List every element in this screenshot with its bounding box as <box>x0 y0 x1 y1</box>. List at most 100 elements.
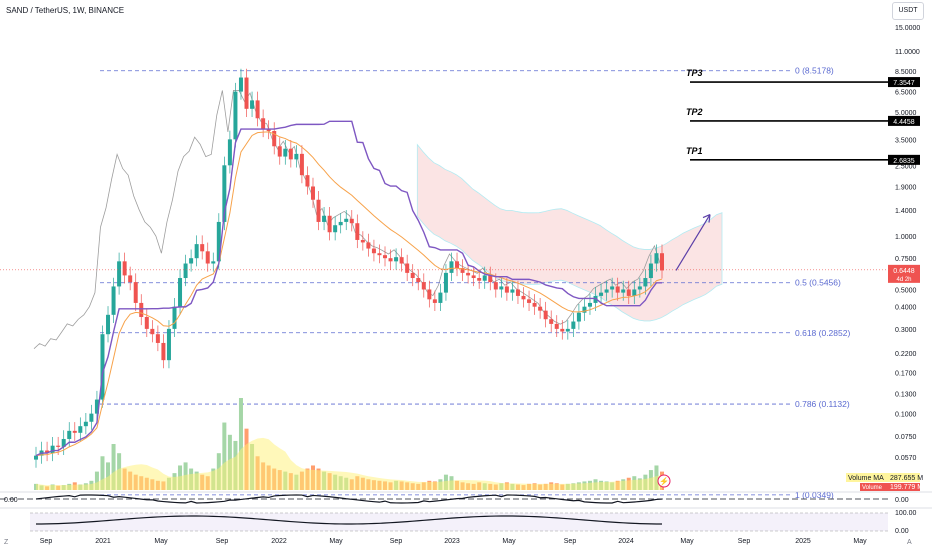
target-tag-bg <box>888 77 920 88</box>
candle-body <box>288 148 293 160</box>
candle-body <box>582 306 587 313</box>
candle-body <box>360 239 365 243</box>
fib-levels: 0 (8.5178) 0.5 (0.5456) 0.618 (0.2852) 0.78… <box>100 66 850 500</box>
candle-body <box>133 282 138 303</box>
candle-body <box>161 342 166 361</box>
x-tick-label: Sep <box>564 538 577 545</box>
target-tag: 7.3547 <box>893 80 915 87</box>
candle-body <box>637 286 642 290</box>
candle-body <box>477 278 482 281</box>
candle-body <box>499 286 504 290</box>
candle-body <box>571 321 576 329</box>
x-tick-label: May <box>502 538 516 545</box>
rsi-axis-label: 0.00 <box>895 528 909 535</box>
volume-bars <box>34 398 664 490</box>
y-tick-label: 5.0000 <box>895 110 917 117</box>
candle-body <box>455 261 460 269</box>
osc-axis-label: 0.00 <box>895 497 909 504</box>
x-tick-label: Sep <box>390 538 403 545</box>
candle-body <box>89 413 94 422</box>
candle-body <box>34 455 38 460</box>
candle-body <box>632 289 637 296</box>
candle-body <box>432 299 437 303</box>
candle-body <box>416 278 421 283</box>
x-tick-label: 2023 <box>444 538 460 545</box>
candle-body <box>222 165 227 222</box>
y-axis-labels: 15.0000 11.0000 8.5000 6.5000 5.0000 3.5000 2.… <box>895 25 920 462</box>
fib-label: 1 (0.0349) <box>795 490 834 500</box>
candle-body <box>233 91 238 140</box>
y-tick-label: 0.5000 <box>895 287 917 294</box>
candle-body <box>150 328 155 335</box>
volume-bar <box>238 398 243 490</box>
projection-arrowhead <box>702 214 711 223</box>
target-tag-bg <box>888 154 920 165</box>
volume-bar <box>100 456 105 490</box>
x-tick-label: 2022 <box>271 538 287 545</box>
candle-body <box>277 146 282 157</box>
y-tick-label: 11.0000 <box>895 49 920 56</box>
candle-body <box>383 255 388 259</box>
candle-body <box>521 295 526 300</box>
x-tick-label: 2025 <box>795 538 811 545</box>
rsi-axis-label: 100.00 <box>895 510 917 517</box>
candle-body <box>554 323 559 329</box>
candle-body <box>488 275 493 283</box>
candle-body <box>621 289 626 293</box>
y-tick-label: 0.1300 <box>895 391 917 398</box>
candle-body <box>599 292 604 296</box>
candle-body <box>272 131 277 147</box>
candle-body <box>560 328 565 332</box>
candle-body <box>648 263 653 279</box>
fib-label: 0 (8.5178) <box>795 66 834 76</box>
currency-button[interactable]: USDT <box>892 2 924 20</box>
auto-scale-corner[interactable]: A <box>907 539 912 546</box>
candle-body <box>255 100 260 119</box>
candle-body <box>626 289 631 296</box>
volume-bar <box>94 471 99 490</box>
candle-body <box>493 282 498 290</box>
candle-body <box>604 289 609 293</box>
x-tick-label: May <box>680 538 694 545</box>
candle-body <box>61 438 66 447</box>
y-tick-label: 0.3000 <box>895 327 917 334</box>
candle-body <box>366 242 371 249</box>
x-tick-label: Sep <box>738 538 751 545</box>
y-tick-label: 1.0000 <box>895 234 917 241</box>
candle-body <box>216 221 221 262</box>
candle-body <box>322 215 327 222</box>
candle-body <box>194 244 199 259</box>
candle-body <box>183 263 188 279</box>
candle-body <box>394 257 399 262</box>
candle-body <box>538 306 543 311</box>
y-tick-label: 6.5000 <box>895 90 917 97</box>
target-tag: 2.6835 <box>893 158 915 165</box>
rsi-band <box>30 513 888 531</box>
candle-body <box>421 282 426 290</box>
candle-body <box>660 253 664 271</box>
candle-body <box>294 153 299 160</box>
y-tick-label: 0.2200 <box>895 351 917 358</box>
projection-line <box>675 214 711 271</box>
candle-body <box>111 286 116 315</box>
candle-body <box>576 312 581 322</box>
candle-body <box>266 129 271 132</box>
oscillator-line <box>35 494 663 504</box>
y-tick-label: 0.4000 <box>895 305 917 312</box>
volume-ma-label-bg <box>846 473 888 482</box>
target-label: TP1 <box>686 146 703 156</box>
candle-body <box>261 118 266 130</box>
candle-body <box>244 77 249 109</box>
candle-body <box>355 223 360 240</box>
volume-value-bg <box>888 483 920 491</box>
y-tick-label: 0.0750 <box>895 434 917 441</box>
x-tick-label: 2024 <box>618 538 634 545</box>
candle-body <box>515 289 520 296</box>
candle-body <box>78 426 83 433</box>
candle-body <box>250 100 255 109</box>
candle-body <box>327 215 332 233</box>
zoom-corner[interactable]: Z <box>4 539 9 546</box>
price-tags: 7.3547 4.4458 2.6835 0.6448 4d 2h Volume MA 28… <box>0 77 923 491</box>
candle-body <box>50 445 55 454</box>
